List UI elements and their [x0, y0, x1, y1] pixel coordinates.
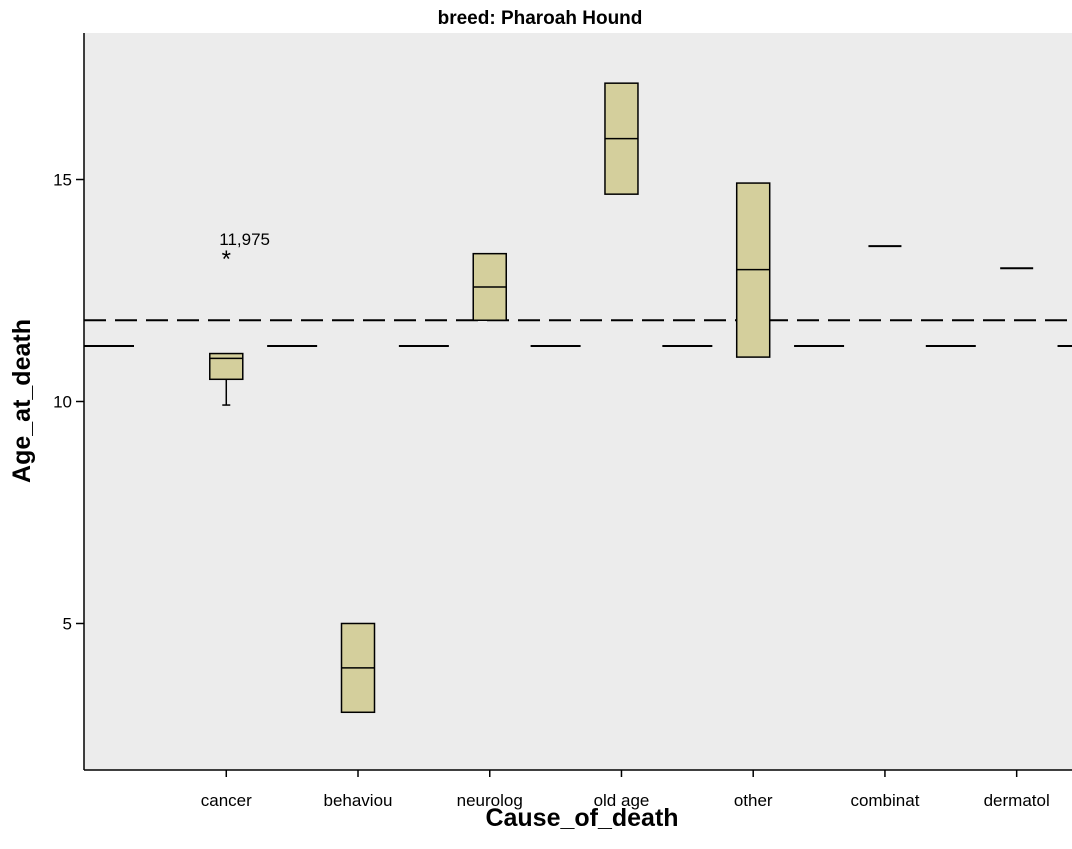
- y-tick-label: 5: [63, 614, 72, 633]
- box-series: [209, 82, 1034, 714]
- x-axis-title: Cause_of_death: [485, 804, 678, 832]
- box-cancer: [209, 352, 244, 406]
- x-tick-label: neurolog: [457, 791, 523, 810]
- chart-title: breed: Pharoah Hound: [438, 8, 643, 29]
- reference-lines: [84, 319, 1072, 348]
- x-tick-label: behaviou: [323, 791, 392, 810]
- box-old-age: [604, 82, 639, 195]
- x-tick-label: cancer: [201, 791, 252, 810]
- box-other: [735, 182, 771, 358]
- plot-area: [84, 33, 1072, 770]
- y-axis-title: Age_at_death: [8, 319, 36, 483]
- x-tick-label: dermatol: [984, 791, 1050, 810]
- x-tick-label: other: [734, 791, 773, 810]
- axes: 5 10 15 cancer behaviou neurolog old age other c…: [53, 33, 1072, 810]
- x-tick-label: old age: [594, 791, 650, 810]
- x-tick-label: combinat: [850, 791, 919, 810]
- y-tick-label: 10: [53, 393, 72, 412]
- y-tick-label: 15: [53, 171, 72, 190]
- box-neurolog: [472, 252, 507, 322]
- box-iqr: [209, 352, 244, 381]
- outlier-marker: *: [222, 246, 231, 273]
- outliers: *11,975: [219, 230, 270, 273]
- outlier-label: 11,975: [219, 230, 270, 249]
- box-behaviou: [340, 622, 376, 714]
